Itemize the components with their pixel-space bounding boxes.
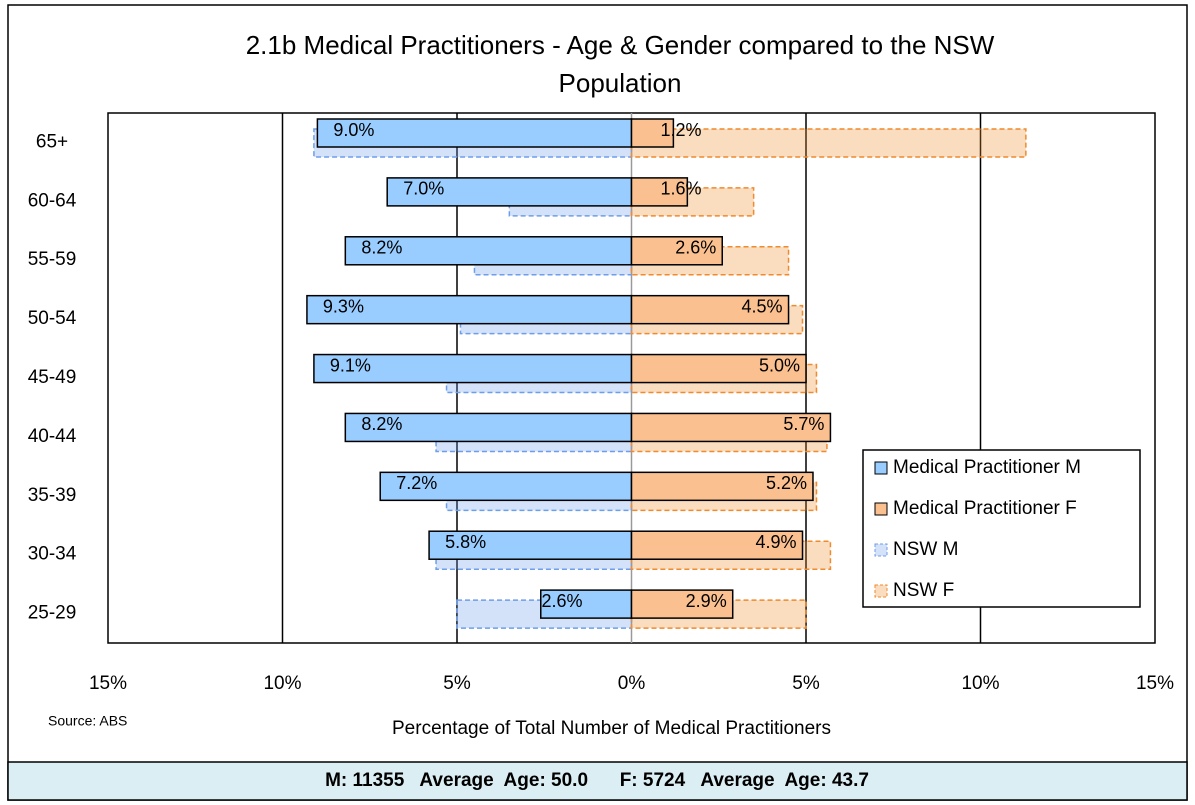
data-label: 2.6% <box>675 238 716 258</box>
bar <box>344 236 633 266</box>
data-label: 1.6% <box>660 179 701 199</box>
x-tick-label: 0% <box>618 673 646 694</box>
data-label: 7.0% <box>403 179 444 199</box>
x-axis-label: Percentage of Total Number of Medical Pr… <box>392 718 831 739</box>
legend-marker <box>874 461 888 475</box>
legend-marker <box>874 543 888 557</box>
data-label: 5.0% <box>759 355 800 375</box>
y-tick-label: 40-44 <box>28 426 77 447</box>
x-tick-label: 10% <box>961 673 999 694</box>
data-label: 1.2% <box>660 120 701 140</box>
y-tick-label: 65+ <box>36 131 68 152</box>
bar <box>630 412 832 443</box>
footer-text: M: 11355 Average Age: 50.0 F: 5724 Avera… <box>325 770 869 791</box>
legend-marker <box>874 584 888 598</box>
data-label: 2.9% <box>686 591 727 611</box>
data-label: 9.1% <box>330 355 371 375</box>
bar <box>630 118 675 148</box>
data-label: 9.3% <box>323 296 364 316</box>
y-tick-label: 60-64 <box>28 190 77 211</box>
bar <box>630 471 814 502</box>
y-tick-label: 25-29 <box>28 603 77 624</box>
legend-marker <box>874 502 888 516</box>
legend-label: NSW M <box>893 539 958 560</box>
data-label: 5.2% <box>766 473 807 493</box>
legend-label: Medical Practitioner M <box>893 457 1081 478</box>
data-label: 8.2% <box>361 238 402 258</box>
y-tick-label: 35-39 <box>28 485 77 506</box>
source-note: Source: ABS <box>48 713 127 729</box>
data-label: 4.5% <box>742 296 783 316</box>
x-tick-label: 15% <box>1136 673 1174 694</box>
reference-bar <box>630 128 1027 158</box>
data-label: 5.7% <box>783 414 824 434</box>
legend-label: Medical Practitioner F <box>893 498 1077 519</box>
bar <box>386 177 633 207</box>
data-label: 8.2% <box>361 414 402 434</box>
y-tick-label: 50-54 <box>28 308 77 329</box>
data-label: 4.9% <box>755 532 796 552</box>
bar <box>540 589 633 619</box>
footer-band <box>7 761 1188 801</box>
y-tick-label: 45-49 <box>28 367 77 388</box>
y-tick-label: 55-59 <box>28 249 77 270</box>
y-tick-label: 30-34 <box>28 544 77 565</box>
data-label: 2.6% <box>542 591 583 611</box>
legend-label: NSW F <box>893 580 954 601</box>
bar <box>630 177 689 207</box>
x-tick-label: 10% <box>263 673 301 694</box>
bar <box>316 118 633 148</box>
x-tick-label: 5% <box>792 673 820 694</box>
bar <box>630 294 790 325</box>
chart-title: 2.1b Medical Practitioners - Age & Gende… <box>246 30 995 60</box>
bar <box>630 353 807 384</box>
data-label: 9.0% <box>333 120 374 140</box>
data-label: 5.8% <box>445 532 486 552</box>
bar <box>379 471 633 502</box>
bar <box>630 530 804 560</box>
bar <box>630 236 723 266</box>
legend-box <box>862 449 1141 608</box>
bar <box>630 589 734 619</box>
data-label: 7.2% <box>396 473 437 493</box>
x-tick-label: 5% <box>443 673 471 694</box>
plot-area: 15% 10% 5% 0% 5% 10% 15% 65+ 60-64 55-59 50-54 45-4… <box>28 112 1174 694</box>
bar <box>344 412 633 443</box>
bar <box>428 530 633 560</box>
chart-title: Population <box>559 68 682 98</box>
x-tick-label: 15% <box>89 673 127 694</box>
